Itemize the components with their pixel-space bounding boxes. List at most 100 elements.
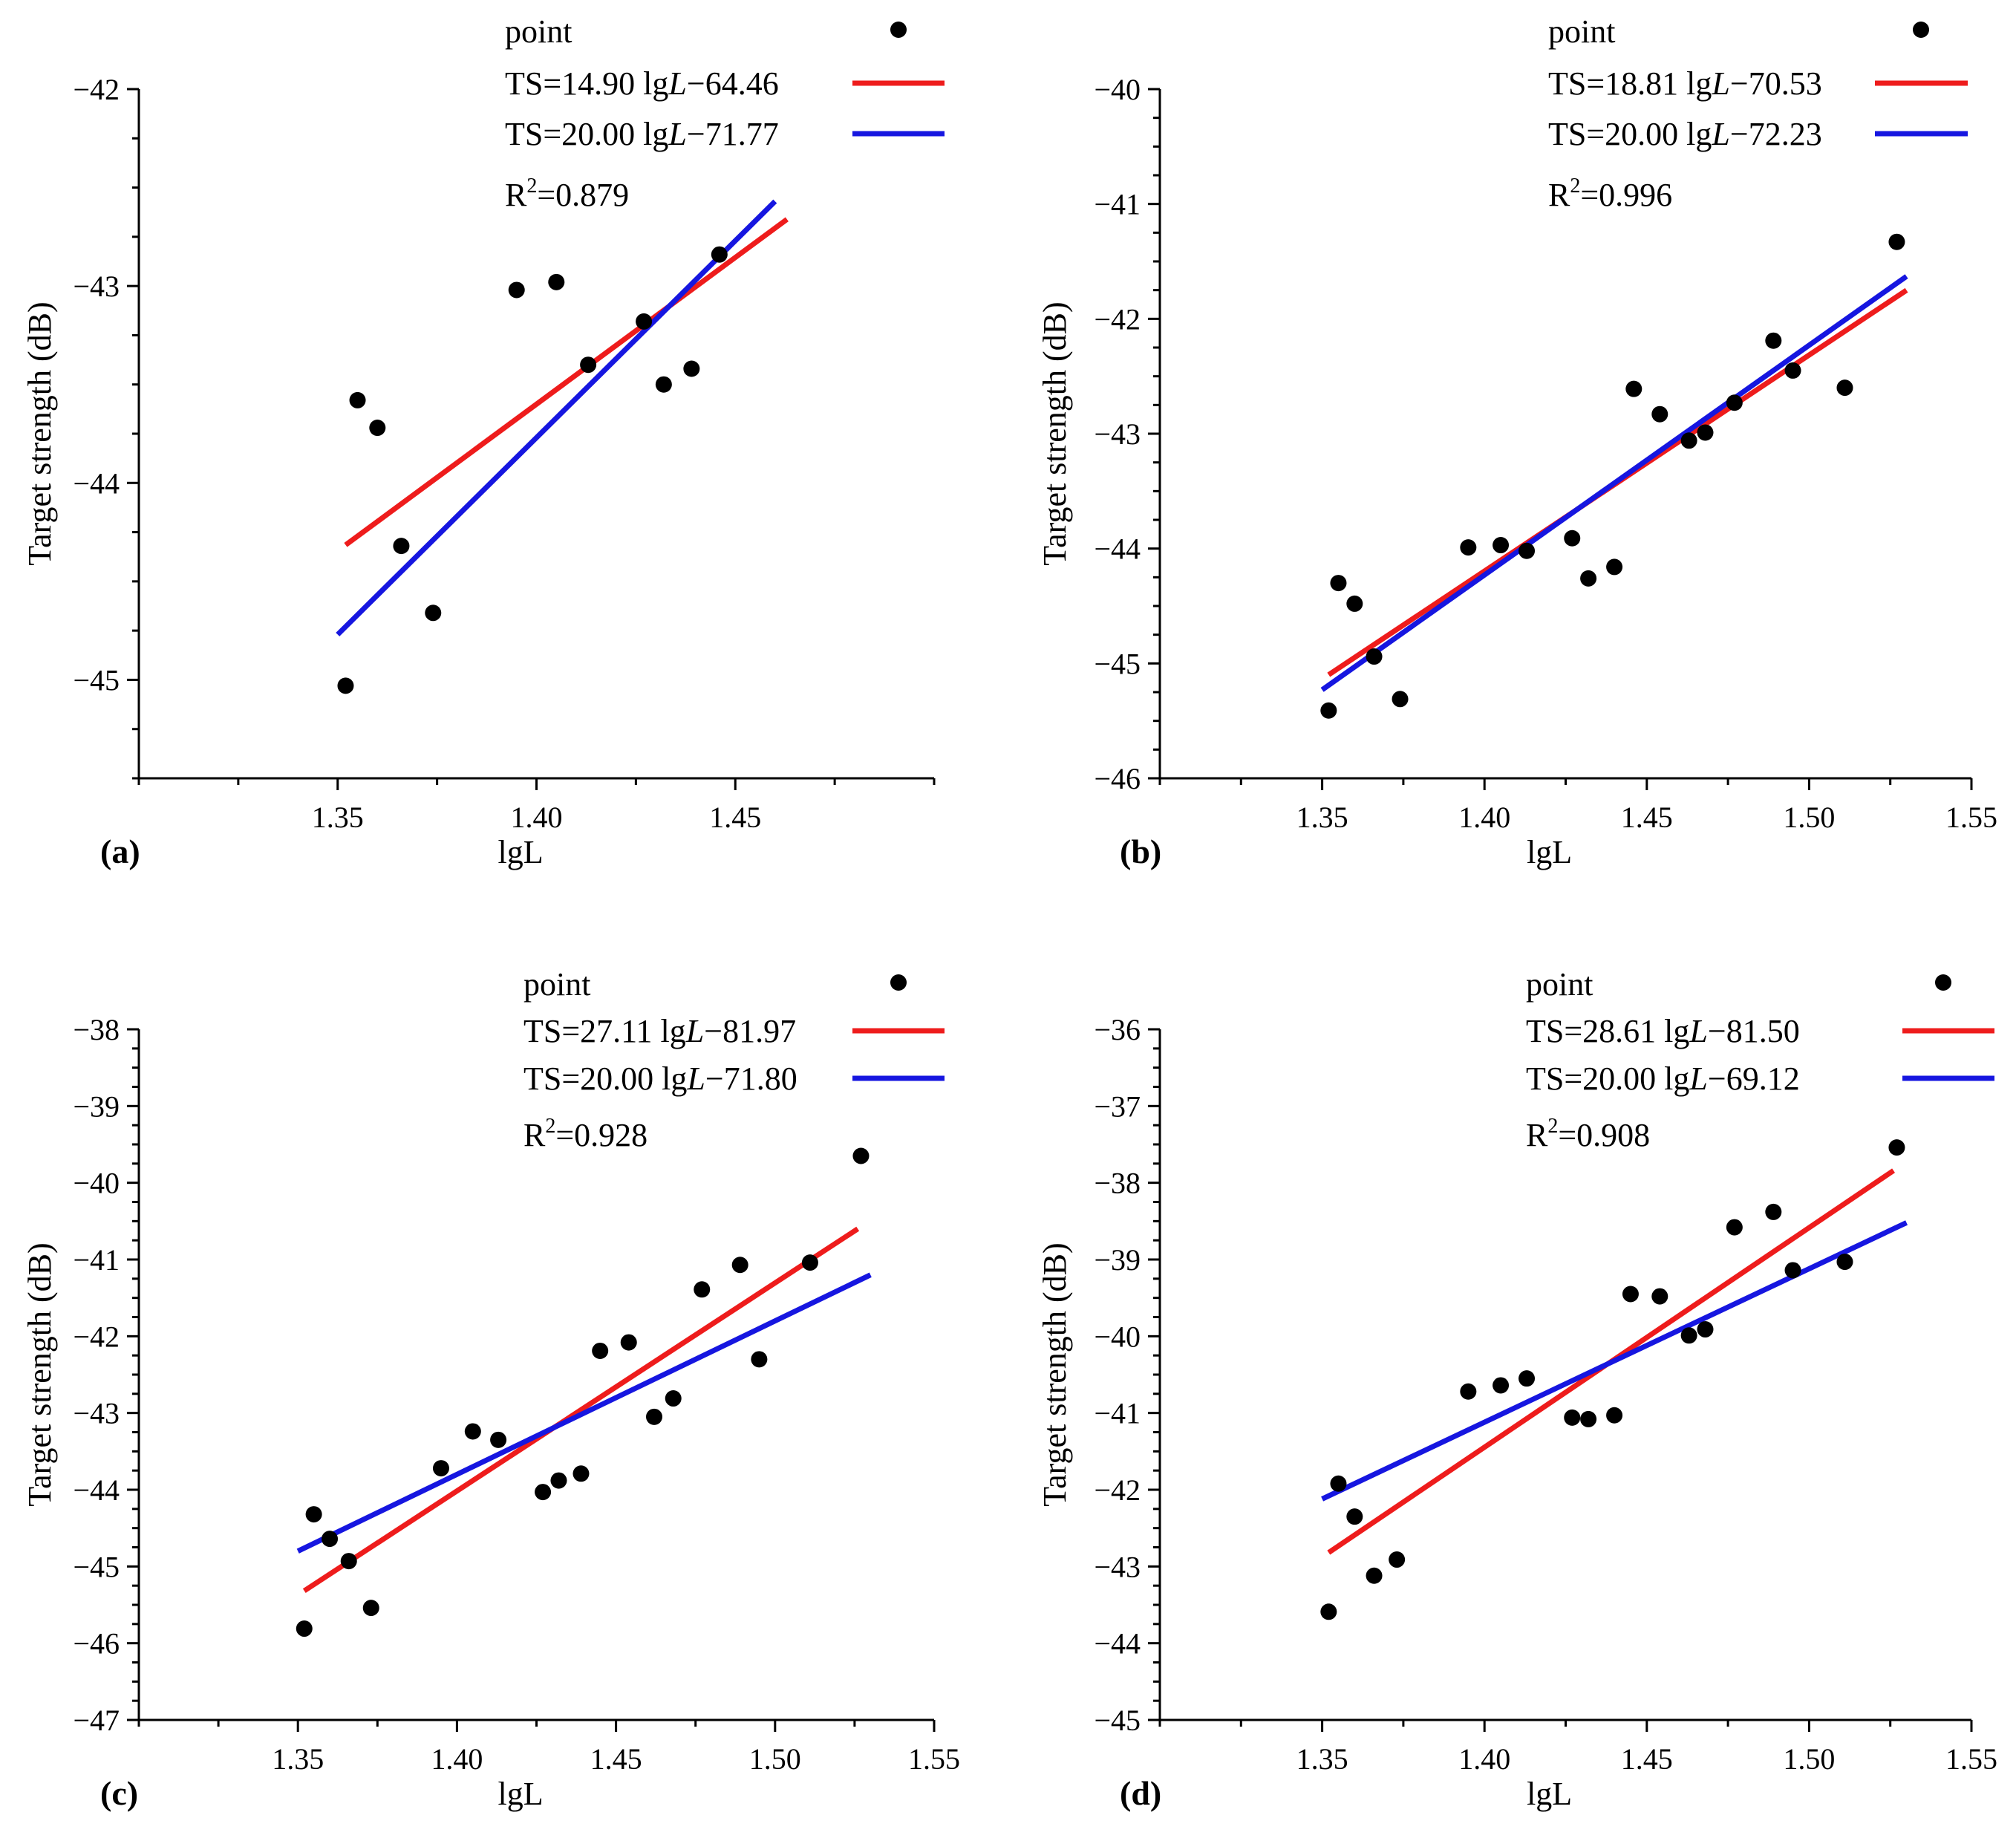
legend-point-label: point [1526,966,1593,1003]
data-point [665,1390,682,1407]
data-point [1320,702,1337,719]
legend-ref-variable: L [668,116,686,152]
x-tick-label: 1.40 [1458,801,1510,834]
data-point [1765,1203,1782,1220]
panel-label: (b) [1120,832,1161,870]
data-point [731,1257,748,1274]
y-tick-label: −38 [1094,1167,1141,1200]
data-point [305,1506,322,1523]
y-tick-label: −45 [1094,1704,1141,1737]
data-point [801,1254,818,1271]
reference-line [1321,1220,1908,1502]
data-point [1625,380,1643,397]
legend-fit-label: TS=28.61 lgL−81.50 [1526,1013,1800,1049]
y-tick-label: −40 [73,1167,120,1200]
data-point [636,313,653,330]
data-point [1765,332,1782,349]
legend-r2-exponent: 2 [545,1115,555,1138]
legend-ref-suffix: −71.77 [687,116,779,152]
legend-fit-suffix: −81.50 [1708,1013,1800,1049]
data-point [1680,1327,1697,1344]
reference-line [1320,274,1908,692]
legend-ref-label: TS=20.00 lgL−72.23 [1548,116,1822,152]
data-point [1389,1551,1406,1568]
x-tick-label: 1.45 [1621,1742,1673,1776]
y-tick-label: −42 [1094,1473,1141,1507]
legend-ref-label: TS=20.00 lgL−71.80 [523,1060,797,1097]
x-tick-label: 1.55 [1945,1742,1997,1776]
data-point [1836,1254,1853,1271]
legend-point-marker [1935,974,1951,991]
legend-r2-label: R2=0.879 [505,175,629,213]
legend-ref-prefix: TS=20.00 lg [523,1060,687,1097]
y-tick-label: −38 [73,1013,120,1046]
legend-r2-base: R [1526,1117,1548,1153]
legend-r2-value: =0.928 [555,1117,647,1153]
legend-fit-prefix: TS=14.90 lg [505,65,668,102]
x-tick-label: 1.35 [272,1742,324,1776]
chart-panel: −45 −44 −43 −42 1.35 1.40 1.45 lgL Target streng… [22,13,945,870]
x-axis-title: lgL [1527,834,1572,870]
x-tick-label: 1.45 [709,801,761,834]
y-tick-label: −40 [1094,73,1141,106]
data-point [535,1484,552,1501]
data-point [1726,1219,1743,1236]
legend-fit-variable: L [1711,65,1729,102]
data-point [1366,648,1383,665]
legend-ref-suffix: −71.80 [705,1060,797,1097]
fit-line [302,1226,860,1594]
legend-r2-label: R2=0.928 [523,1115,647,1153]
y-tick-label: −39 [73,1089,120,1123]
y-tick-label: −36 [1094,1013,1141,1046]
data-point [337,677,354,694]
x-tick-label: 1.35 [1296,801,1348,834]
data-point [1651,405,1668,423]
data-point [1606,558,1623,576]
legend-fit-prefix: TS=28.61 lg [1526,1013,1689,1049]
y-tick-label: −46 [1094,762,1141,795]
legend-point-marker [890,974,907,991]
y-tick-label: −43 [73,270,120,303]
data-point [1622,1286,1639,1303]
legend-fit-label: TS=14.90 lgL−64.46 [505,65,779,102]
data-point [694,1281,711,1298]
x-tick-label: 1.35 [312,801,364,834]
data-point [592,1342,609,1359]
chart-panel: −45 −44 −43 −42 −41 −40 −39 −38 −37 −36 1.35 1.40 1.… [1037,966,1997,1812]
data-point [1580,1410,1597,1427]
data-point [1888,1139,1905,1156]
data-point [620,1334,637,1351]
chart-panel: −47 −46 −45 −44 −43 −42 −41 −40 −39 −38 1.35 1.40 1.… [22,966,960,1812]
legend-r2-label: R2=0.996 [1548,175,1672,213]
legend: point TS=28.61 lgL−81.50 TS=20.00 lgL−69.1… [1526,966,1994,1153]
y-tick-label: −46 [73,1627,120,1661]
data-point [296,1620,313,1638]
data-point [362,1600,379,1617]
data-point [646,1408,663,1425]
data-point [1330,575,1347,592]
data-point [1460,1383,1477,1400]
y-tick-label: −44 [73,466,120,500]
x-axis-title: lgL [498,1776,544,1812]
y-tick-label: −41 [1094,188,1141,221]
data-point [369,420,386,437]
legend-point-marker [1913,22,1929,38]
data-point [1493,537,1510,554]
legend-ref-variable: L [1689,1060,1707,1097]
legend-r2-base: R [523,1117,546,1153]
data-point [1606,1407,1623,1424]
data-point [550,1472,567,1489]
data-point [711,246,728,263]
legend-fit-prefix: TS=27.11 lg [523,1013,686,1049]
legend-ref-prefix: TS=20.00 lg [1526,1060,1689,1097]
y-tick-label: −40 [1094,1320,1141,1353]
y-tick-label: −43 [1094,417,1141,451]
chart-panel: −46 −45 −44 −43 −42 −41 −40 1.35 1.40 1.45 1.50 1.5… [1037,13,1997,870]
legend-point-label: point [505,13,572,50]
data-point [1564,1409,1581,1426]
x-tick-label: 1.55 [908,1742,960,1776]
legend: point TS=14.90 lgL−64.46 TS=20.00 lgL−71.7… [505,13,945,213]
reference-line [336,199,777,636]
data-point [1518,542,1536,559]
